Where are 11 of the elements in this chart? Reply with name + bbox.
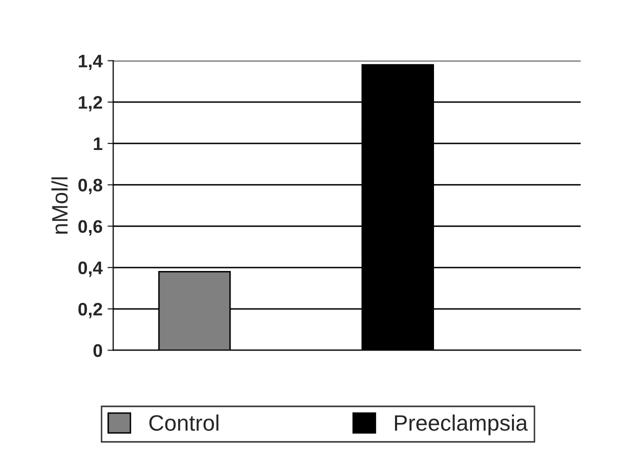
y-tick-label: 0,4 [78,261,103,277]
y-tick-label: 1,2 [78,96,102,112]
y-tick-label: 0,2 [78,302,102,318]
legend-label: Control [149,414,218,431]
y-axis-title: nMol/l [51,177,68,234]
y-tick-label: 0,8 [78,178,102,194]
y-tick-label: 0,6 [78,220,102,236]
y-tick-label: 1,4 [78,54,103,70]
y-tick-label: 1 [94,138,102,150]
y-tick-label: 0 [93,344,102,357]
legend-label: Preeclampsia [394,414,528,436]
